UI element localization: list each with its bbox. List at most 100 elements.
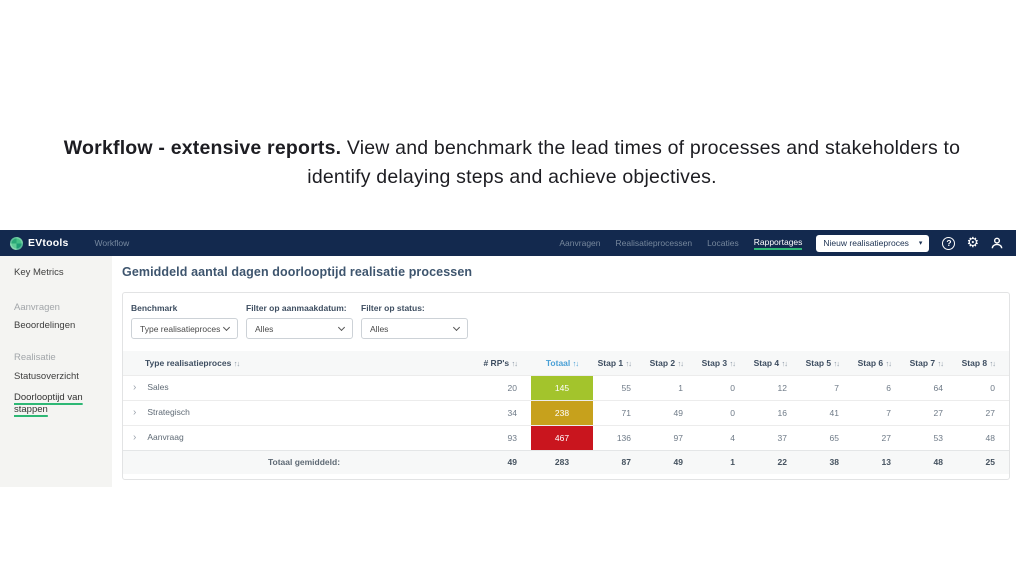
nav-link-realisatieprocessen[interactable]: Realisatieprocessen (615, 238, 693, 248)
table-body: › Sales 20 145 55 1 0 12 7 6 64 0 › Strategisch 34 238 7… (123, 374, 1009, 450)
profile-icon[interactable] (990, 236, 1004, 250)
sort-icon[interactable]: ↑↓ (833, 358, 840, 368)
new-realisatieproces-label: Nieuw realisatieproces (823, 238, 909, 248)
sidebar-item-beoordelingen[interactable]: Beoordelingen (14, 320, 76, 331)
filter-status-label: Filter op status: (361, 303, 425, 313)
filter-benchmark-value: Type realisatieproces (140, 323, 221, 334)
row-stap-cell: 48 (957, 424, 1009, 450)
col-header-stap6[interactable]: Stap 6 ↑↓ (853, 351, 905, 375)
expand-chevron-icon[interactable]: › (133, 407, 137, 418)
row-stap-cell: 41 (801, 399, 853, 425)
filter-status-select[interactable]: Alles (361, 318, 468, 339)
top-navbar: EVtools Workflow Aanvragen Realisatiepro… (0, 230, 1016, 256)
row-stap-cell: 16 (749, 399, 801, 425)
col-header-totaal[interactable]: Totaal ↑↓ (531, 351, 593, 375)
filter-benchmark: Benchmark Type realisatieproces (131, 303, 238, 339)
sidebar: Key Metrics Aanvragen Beoordelingen Real… (0, 256, 112, 487)
row-stap-cell: 4 (697, 424, 749, 450)
filter-status: Filter op status: Alles (361, 303, 468, 339)
col-header-stap3[interactable]: Stap 3 ↑↓ (697, 351, 749, 375)
row-stap-cell: 65 (801, 424, 853, 450)
chevron-down-icon (452, 323, 461, 331)
col-header-stap1[interactable]: Stap 1 ↑↓ (593, 351, 645, 375)
sidebar-heading-realisatie: Realisatie (14, 352, 56, 363)
row-type-cell: › Sales (123, 374, 475, 400)
row-stap-cell: 7 (853, 399, 905, 425)
col-header-stap5-label: Stap 5 (805, 357, 832, 368)
app-window: EVtools Workflow Aanvragen Realisatiepro… (0, 230, 1016, 487)
filter-aanmaakdatum-select[interactable]: Alles (246, 318, 353, 339)
row-type-label: Strategisch (147, 407, 190, 417)
row-stap-cell: 6 (853, 374, 905, 400)
gear-icon[interactable]: ⚙ (966, 235, 979, 251)
filter-aanmaakdatum: Filter op aanmaakdatum: Alles (246, 303, 353, 339)
footer-stap-cell: 48 (905, 449, 957, 474)
row-stap-cell: 55 (593, 374, 645, 400)
sidebar-item-key-metrics[interactable]: Key Metrics (14, 267, 64, 278)
row-stap-cell: 136 (593, 424, 645, 450)
row-stap-cell: 12 (749, 374, 801, 400)
row-type-label: Aanvraag (147, 432, 184, 442)
col-header-stap5[interactable]: Stap 5 ↑↓ (801, 351, 853, 375)
col-header-stap8[interactable]: Stap 8 ↑↓ (957, 351, 1009, 375)
row-totaal-cell: 145 (531, 374, 593, 400)
filter-benchmark-label: Benchmark (131, 303, 178, 313)
sort-icon[interactable]: ↑↓ (511, 358, 518, 368)
row-stap-cell: 0 (957, 374, 1009, 400)
chevron-down-icon (222, 323, 231, 331)
sort-icon[interactable]: ↑↓ (677, 358, 684, 368)
col-header-rps[interactable]: # RP's ↑↓ (475, 351, 531, 375)
sort-icon[interactable]: ↑↓ (989, 358, 996, 368)
hero-caption: Workflow - extensive reports. View and b… (42, 134, 982, 192)
sort-icon[interactable]: ↑↓ (781, 358, 788, 368)
page-title: Gemiddeld aantal dagen doorlooptijd real… (122, 265, 473, 279)
col-header-stap4[interactable]: Stap 4 ↑↓ (749, 351, 801, 375)
row-stap-cell: 97 (645, 424, 697, 450)
filters-row: Benchmark Type realisatieproces Filter o… (123, 293, 1009, 351)
row-stap-cell: 53 (905, 424, 957, 450)
row-stap-cell: 37 (749, 424, 801, 450)
table-header-row: Type realisatieproces ↑↓ # RP's ↑↓ Totaa… (123, 351, 1009, 375)
row-stap-cell: 71 (593, 399, 645, 425)
filter-benchmark-select[interactable]: Type realisatieproces (131, 318, 238, 339)
app-name: Workflow (94, 238, 130, 248)
sort-icon[interactable]: ↑↓ (937, 358, 944, 368)
new-realisatieproces-button[interactable]: Nieuw realisatieproces ▾ (816, 234, 930, 252)
col-header-stap7[interactable]: Stap 7 ↑↓ (905, 351, 957, 375)
table-row: › Sales 20 145 55 1 0 12 7 6 64 0 (123, 374, 1009, 400)
nav-link-aanvragen[interactable]: Aanvragen (559, 238, 601, 248)
sort-icon[interactable]: ↑↓ (233, 358, 240, 368)
row-totaal-cell: 467 (531, 424, 593, 450)
sort-icon[interactable]: ↑↓ (729, 358, 736, 368)
chevron-down-icon (337, 323, 346, 331)
footer-rps-cell: 49 (475, 449, 531, 474)
col-header-type-label: Type realisatieproces (145, 357, 232, 368)
expand-chevron-icon[interactable]: › (133, 432, 137, 443)
footer-totaal-cell: 283 (531, 449, 593, 474)
col-header-stap2[interactable]: Stap 2 ↑↓ (645, 351, 697, 375)
help-icon[interactable]: ? (942, 236, 956, 250)
col-header-stap3-label: Stap 3 (701, 357, 728, 368)
col-header-stap6-label: Stap 6 (857, 357, 884, 368)
col-header-stap7-label: Stap 7 (909, 357, 936, 368)
row-rps-cell: 93 (475, 424, 531, 450)
row-rps-cell: 20 (475, 374, 531, 400)
col-header-rps-label: # RP's (483, 357, 510, 368)
footer-stap-cell: 22 (749, 449, 801, 474)
sort-icon[interactable]: ↑↓ (625, 358, 632, 368)
sidebar-item-doorlooptijd-van-stappen[interactable]: Doorlooptijd van stappen (14, 392, 83, 415)
col-header-totaal-label: Totaal (545, 357, 571, 368)
row-type-cell: › Strategisch (123, 399, 475, 425)
sort-icon[interactable]: ↑↓ (885, 358, 892, 368)
expand-chevron-icon[interactable]: › (133, 382, 137, 393)
col-header-type[interactable]: Type realisatieproces ↑↓ (123, 351, 475, 375)
row-stap-cell: 0 (697, 399, 749, 425)
hero-caption-rest: View and benchmark the lead times of pro… (307, 137, 961, 188)
row-type-cell: › Aanvraag (123, 424, 475, 450)
nav-link-rapportages[interactable]: Rapportages (753, 237, 803, 250)
nav-link-locaties[interactable]: Locaties (707, 238, 739, 248)
sidebar-item-statusoverzicht[interactable]: Statusoverzicht (14, 371, 79, 382)
sort-icon[interactable]: ↑↓ (572, 358, 579, 368)
row-rps-cell: 34 (475, 399, 531, 425)
